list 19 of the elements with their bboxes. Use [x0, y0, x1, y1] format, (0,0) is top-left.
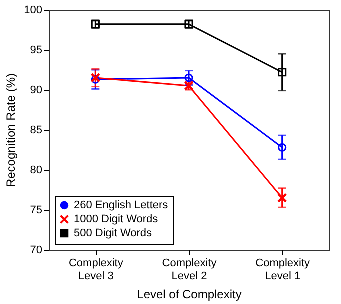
y-axis-title: Recognition Rate (%)	[4, 73, 18, 188]
point	[278, 68, 287, 77]
y-tick-label: 90	[30, 84, 42, 96]
legend-label: 1000 Digit Words	[74, 214, 159, 226]
y-tick-label: 75	[30, 204, 42, 216]
x-tick-label: Complexity Level 3	[68, 258, 124, 282]
point	[278, 194, 287, 202]
point	[184, 74, 194, 82]
y-tick-label: 70	[30, 244, 42, 256]
point	[278, 143, 287, 152]
y-tick-label: 85	[30, 124, 42, 136]
x-tick-label: Complexity Level 1	[256, 258, 311, 282]
y-tick-label: 100	[24, 4, 42, 16]
x-axis-title: Level of Complexity	[137, 288, 242, 302]
y-tick-label: 95	[30, 44, 42, 56]
legend-label: 500 Digit Words	[74, 228, 153, 240]
x-tick-label: Complexity Level 2	[162, 258, 218, 282]
legend-label: 260 English Letters	[74, 200, 169, 212]
y-tick-label: 80	[30, 164, 42, 176]
